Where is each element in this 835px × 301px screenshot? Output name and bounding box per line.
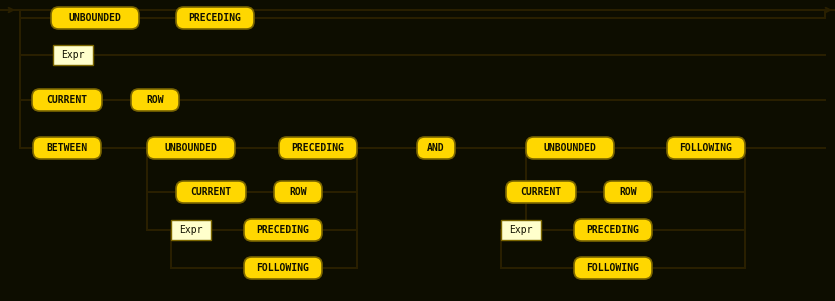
FancyBboxPatch shape — [176, 181, 246, 203]
Text: FOLLOWING: FOLLOWING — [586, 263, 640, 273]
Text: CURRENT: CURRENT — [190, 187, 231, 197]
Text: ROW: ROW — [620, 187, 637, 197]
FancyBboxPatch shape — [171, 220, 211, 240]
Text: FOLLOWING: FOLLOWING — [256, 263, 310, 273]
Text: ROW: ROW — [146, 95, 164, 105]
Text: UNBOUNDED: UNBOUNDED — [68, 13, 121, 23]
Text: PRECEDING: PRECEDING — [291, 143, 344, 153]
Text: PRECEDING: PRECEDING — [586, 225, 640, 235]
FancyBboxPatch shape — [667, 137, 745, 159]
FancyBboxPatch shape — [32, 89, 102, 111]
Text: AND: AND — [428, 143, 445, 153]
Text: CURRENT: CURRENT — [520, 187, 562, 197]
FancyBboxPatch shape — [274, 181, 322, 203]
FancyBboxPatch shape — [501, 220, 541, 240]
FancyBboxPatch shape — [176, 7, 254, 29]
Text: Expr: Expr — [180, 225, 203, 235]
FancyBboxPatch shape — [574, 257, 652, 279]
FancyBboxPatch shape — [33, 137, 101, 159]
FancyBboxPatch shape — [417, 137, 455, 159]
FancyBboxPatch shape — [147, 137, 235, 159]
Text: FOLLOWING: FOLLOWING — [680, 143, 732, 153]
FancyBboxPatch shape — [506, 181, 576, 203]
FancyBboxPatch shape — [526, 137, 614, 159]
Text: Expr: Expr — [61, 50, 84, 60]
FancyBboxPatch shape — [131, 89, 179, 111]
Text: UNBOUNDED: UNBOUNDED — [544, 143, 596, 153]
FancyBboxPatch shape — [51, 7, 139, 29]
Text: BETWEEN: BETWEEN — [47, 143, 88, 153]
FancyBboxPatch shape — [279, 137, 357, 159]
FancyBboxPatch shape — [574, 219, 652, 241]
Text: PRECEDING: PRECEDING — [256, 225, 310, 235]
Text: CURRENT: CURRENT — [47, 95, 88, 105]
Text: Expr: Expr — [509, 225, 533, 235]
FancyBboxPatch shape — [53, 45, 93, 65]
Text: UNBOUNDED: UNBOUNDED — [164, 143, 217, 153]
Text: ROW: ROW — [289, 187, 306, 197]
FancyBboxPatch shape — [244, 257, 322, 279]
Text: PRECEDING: PRECEDING — [189, 13, 241, 23]
FancyBboxPatch shape — [244, 219, 322, 241]
FancyBboxPatch shape — [604, 181, 652, 203]
